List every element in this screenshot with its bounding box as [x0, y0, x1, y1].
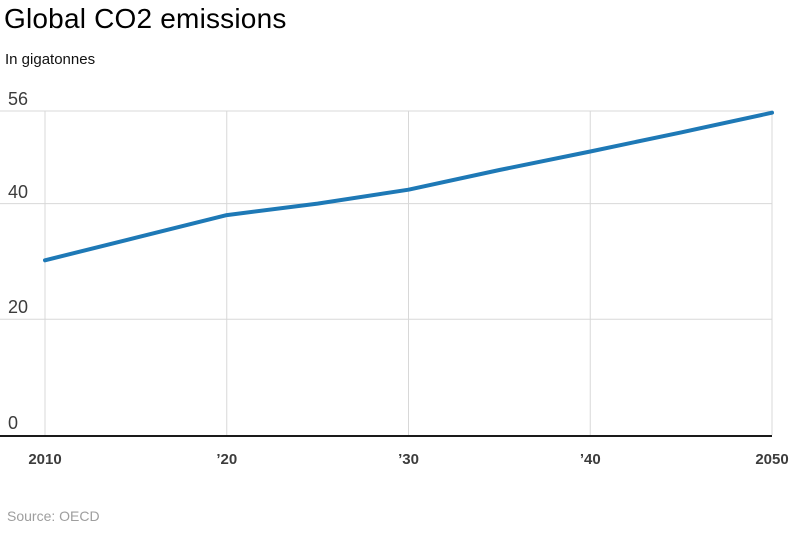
y-tick-label: 40	[8, 181, 29, 202]
y-tick-label: 20	[8, 297, 29, 318]
x-tick-label: 2010	[28, 451, 62, 468]
x-tick-label: ’30	[398, 451, 419, 468]
y-tick-label: 0	[8, 413, 19, 433]
x-tick-label: ’40	[579, 451, 601, 468]
x-tick-label: ’20	[216, 451, 238, 468]
chart-title: Global CO2 emissions	[4, 3, 287, 34]
x-tick-label: 2050	[755, 451, 789, 468]
chart-subtitle: In gigatonnes	[5, 51, 96, 68]
source-note: Source: OECD	[7, 508, 100, 524]
y-tick-label: 56	[8, 89, 29, 109]
emissions-line	[43, 110, 774, 263]
